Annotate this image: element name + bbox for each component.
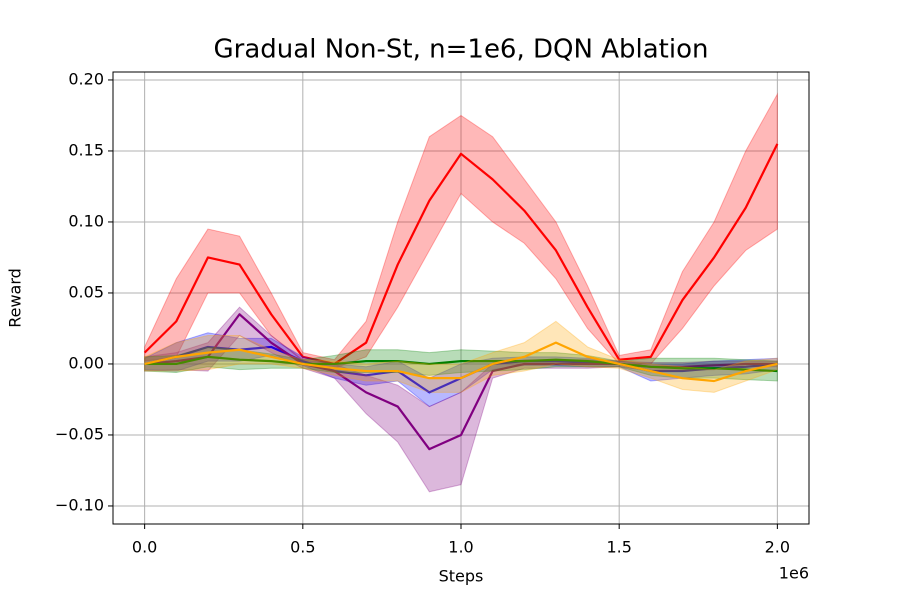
x-tick-label: 0.0 — [132, 538, 157, 557]
y-tick-label: 0.00 — [68, 353, 104, 372]
confidence-band — [144, 306, 778, 493]
x-tick-label: 1.5 — [606, 538, 631, 557]
y-tick-label: 0.05 — [68, 282, 104, 301]
x-tick-label: 0.5 — [290, 538, 315, 557]
x-tick-label: 1.0 — [448, 538, 473, 557]
series-line — [144, 355, 778, 373]
confidence-band — [144, 346, 778, 382]
y-tick-label: −0.05 — [55, 424, 104, 443]
x-axis-label: Steps — [439, 567, 484, 586]
series-line — [143, 143, 779, 366]
plot-frame — [112, 71, 810, 525]
y-tick-label: 0.15 — [68, 140, 104, 159]
y-axis-label: Reward — [6, 268, 25, 328]
x-offset-label: 1e6 — [779, 564, 809, 583]
chart-title: Gradual Non-St, n=1e6, DQN Ablation — [214, 35, 709, 65]
x-tick-label: 2.0 — [765, 538, 790, 557]
series-line — [144, 341, 778, 383]
y-tick-label: 0.20 — [68, 69, 104, 88]
confidence-band — [144, 332, 778, 408]
y-tick-label: −0.10 — [55, 495, 104, 514]
y-tick-label: 0.10 — [68, 211, 104, 230]
